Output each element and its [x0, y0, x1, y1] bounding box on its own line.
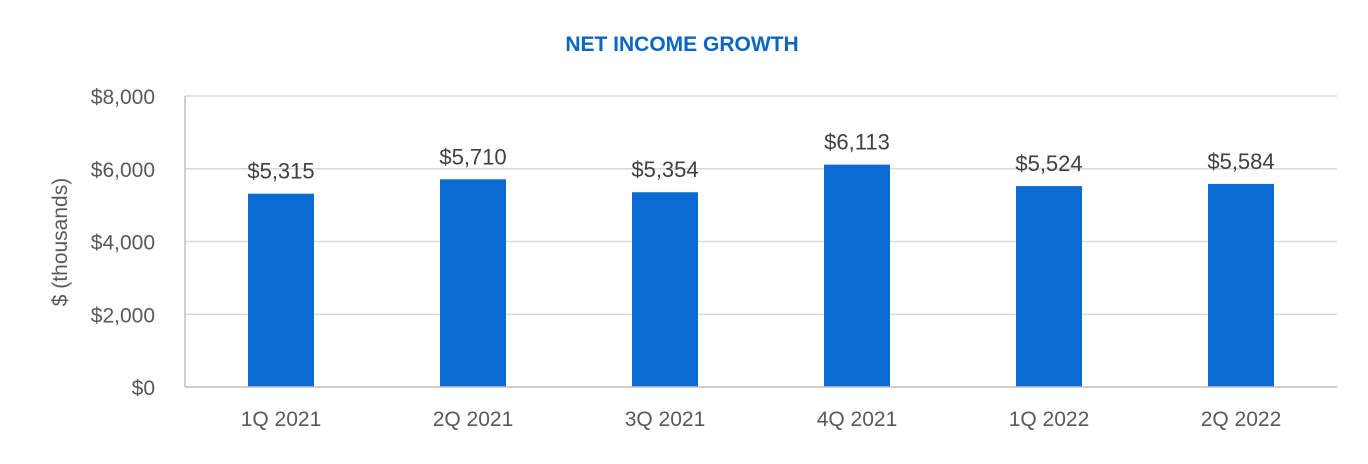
- data-label: $5,524: [1015, 151, 1082, 176]
- bar-1q-2022: [1016, 186, 1082, 387]
- axes: [184, 96, 1337, 388]
- bars: [248, 164, 1274, 387]
- y-tick-label: $8,000: [91, 86, 155, 109]
- y-tick-label: $2,000: [91, 304, 155, 327]
- data-label: $5,710: [439, 144, 506, 169]
- x-tick-label: 3Q 2021: [625, 408, 706, 431]
- bar-1q-2021: [248, 193, 314, 387]
- bar-2q-2021: [440, 179, 506, 387]
- y-axis-label: $ (thousands): [49, 178, 72, 306]
- x-tick-label: 1Q 2021: [241, 408, 322, 431]
- gridlines: [185, 95, 1337, 315]
- data-label: $5,354: [631, 157, 698, 182]
- y-tick-label: $0: [132, 377, 155, 400]
- bar-3q-2021: [632, 192, 698, 387]
- x-tick-label: 2Q 2021: [433, 408, 514, 431]
- y-tick-label: $6,000: [91, 159, 155, 182]
- data-label: $5,584: [1207, 149, 1274, 174]
- x-tick-label: 1Q 2022: [1009, 408, 1090, 431]
- bar-4q-2021: [824, 164, 890, 387]
- y-tick-label: $4,000: [91, 232, 155, 255]
- data-labels: $5,315 $5,710 $5,354 $6,113 $5,524 $5,584: [247, 130, 1274, 184]
- data-label: $6,113: [824, 130, 890, 155]
- chart-title: NET INCOME GROWTH: [565, 33, 798, 56]
- bar-2q-2022: [1208, 183, 1274, 387]
- x-tick-label: 2Q 2022: [1201, 408, 1282, 431]
- y-axis-ticks: $0 $2,000 $4,000 $6,000 $8,000: [91, 86, 155, 400]
- x-axis-ticks: 1Q 2021 2Q 2021 3Q 2021 4Q 2021 1Q 2022 2Q 20…: [241, 408, 1282, 431]
- x-tick-label: 4Q 2021: [817, 408, 898, 431]
- data-label: $5,315: [247, 159, 314, 184]
